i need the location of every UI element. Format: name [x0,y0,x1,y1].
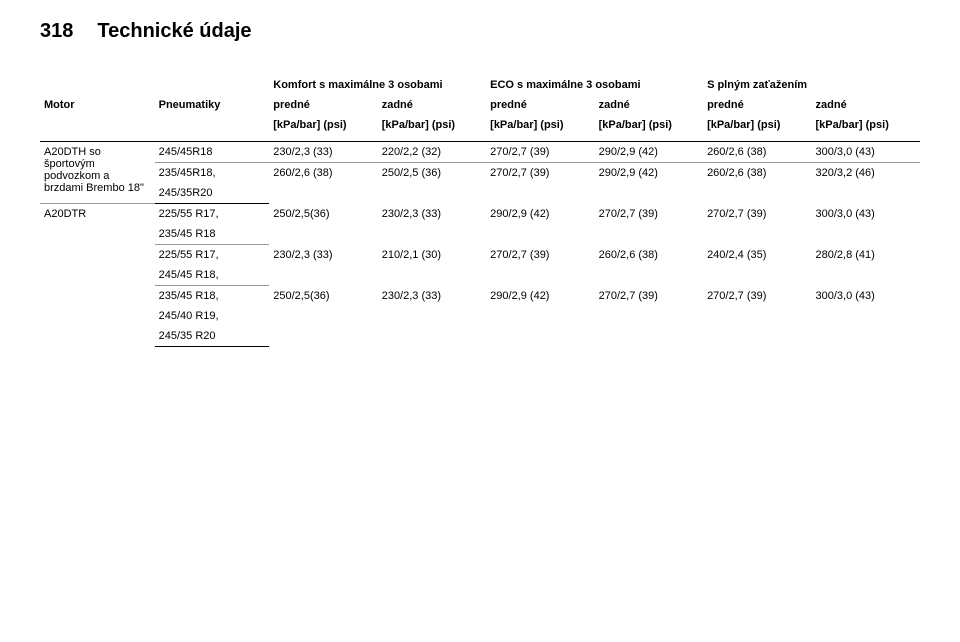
value-cell: 230/2,3 (33) [378,204,486,245]
header-rear: zadné [378,95,486,115]
tire-cell: 235/45 R18, [155,286,270,307]
motor-cell: A20DTH so športovým podvozkom a brzdami … [40,142,155,204]
header-tires: Pneumatiky [155,95,270,115]
header-rear: zadné [812,95,920,115]
value-cell: 270/2,7 (39) [486,163,594,204]
value-cell: 230/2,3 (33) [269,142,377,163]
header-front: predné [269,95,377,115]
value-cell: 210/2,1 (30) [378,245,486,286]
value-cell: 300/3,0 (43) [812,204,920,245]
tire-cell: 245/35R20 [155,183,270,204]
value-cell: 270/2,7 (39) [703,204,811,245]
header-unit: [kPa/bar] (psi) [269,115,377,142]
header-unit: [kPa/bar] (psi) [595,115,703,142]
value-cell: 270/2,7 (39) [486,245,594,286]
value-cell: 250/2,5 (36) [378,163,486,204]
header-front: predné [486,95,594,115]
motor-cell: A20DTR [40,204,155,347]
header-unit: [kPa/bar] (psi) [486,115,594,142]
value-cell: 270/2,7 (39) [703,286,811,347]
header-rear: zadné [595,95,703,115]
header-group-comfort: Komfort s maximálne 3 osobami [269,71,486,95]
value-cell: 270/2,7 (39) [595,286,703,347]
value-cell: 230/2,3 (33) [269,245,377,286]
header-motor: Motor [40,95,155,115]
header-group-eco: ECO s maximálne 3 osobami [486,71,703,95]
value-cell: 250/2,5(36) [269,204,377,245]
tire-cell: 245/45R18 [155,142,270,163]
header-unit: [kPa/bar] (psi) [812,115,920,142]
page-number: 318 [40,20,73,43]
header-unit: [kPa/bar] (psi) [378,115,486,142]
value-cell: 300/3,0 (43) [812,142,920,163]
tire-cell: 245/40 R19, [155,306,270,326]
value-cell: 250/2,5(36) [269,286,377,347]
value-cell: 260/2,6 (38) [269,163,377,204]
value-cell: 240/2,4 (35) [703,245,811,286]
header-front: predné [703,95,811,115]
value-cell: 290/2,9 (42) [486,286,594,347]
tire-cell: 235/45 R18 [155,224,270,245]
page-title: Technické údaje [97,20,251,43]
value-cell: 290/2,9 (42) [595,142,703,163]
value-cell: 260/2,6 (38) [703,142,811,163]
value-cell: 270/2,7 (39) [595,204,703,245]
value-cell: 260/2,6 (38) [595,245,703,286]
tire-cell: 245/35 R20 [155,326,270,347]
value-cell: 220/2,2 (32) [378,142,486,163]
value-cell: 290/2,9 (42) [595,163,703,204]
header-unit: [kPa/bar] (psi) [703,115,811,142]
header-group-full: S plným zaťažením [703,71,920,95]
value-cell: 300/3,0 (43) [812,286,920,347]
value-cell: 260/2,6 (38) [703,163,811,204]
tire-cell: 225/55 R17, [155,204,270,225]
tire-pressure-table: Komfort s maximálne 3 osobami ECO s maxi… [40,71,920,347]
tire-cell: 235/45R18, [155,163,270,184]
value-cell: 320/3,2 (46) [812,163,920,204]
tire-cell: 225/55 R17, [155,245,270,266]
value-cell: 230/2,3 (33) [378,286,486,347]
value-cell: 290/2,9 (42) [486,204,594,245]
tire-cell: 245/45 R18, [155,265,270,286]
value-cell: 280/2,8 (41) [812,245,920,286]
value-cell: 270/2,7 (39) [486,142,594,163]
